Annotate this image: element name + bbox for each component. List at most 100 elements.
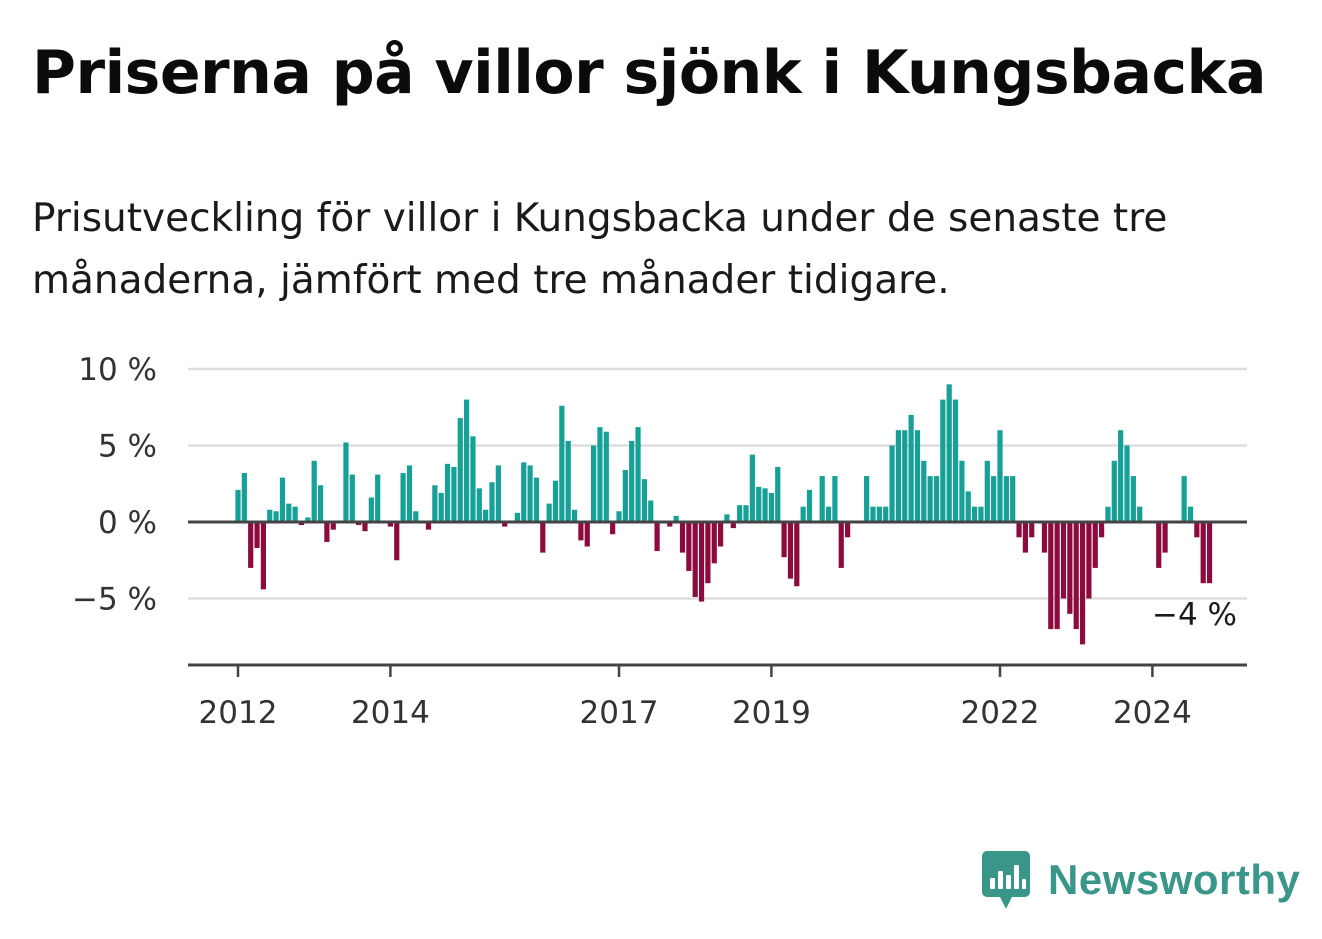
bar	[984, 460, 990, 522]
bar	[730, 522, 736, 529]
bar	[737, 505, 743, 522]
bar	[876, 506, 882, 522]
bar	[279, 477, 286, 522]
bar	[330, 522, 336, 530]
bar	[775, 466, 781, 522]
bar	[241, 473, 247, 522]
bar	[832, 476, 838, 522]
bar	[413, 511, 419, 522]
bar	[635, 427, 641, 522]
newsworthy-logo-icon	[982, 851, 1030, 909]
bar	[610, 522, 616, 535]
bar	[533, 477, 540, 522]
bar	[845, 522, 851, 538]
bar	[692, 522, 698, 597]
newsworthy-logo: Newsworthy	[982, 850, 1300, 910]
last-value-label: −4 %	[1152, 597, 1237, 633]
bar	[375, 474, 381, 522]
bar	[991, 476, 997, 522]
bar	[622, 469, 628, 522]
bar	[565, 440, 571, 522]
bar	[584, 522, 590, 547]
bar	[800, 506, 806, 522]
bar	[432, 485, 438, 522]
bar	[387, 522, 393, 527]
bar	[1010, 476, 1016, 522]
bar	[286, 503, 292, 522]
bar	[756, 486, 762, 522]
bar	[546, 503, 552, 522]
bar	[540, 522, 546, 553]
bar	[502, 522, 508, 527]
bar	[1156, 522, 1162, 568]
bar	[368, 497, 374, 522]
bar	[825, 506, 832, 522]
bar	[1111, 460, 1117, 522]
bar	[781, 522, 787, 558]
y-axis-labels: 10 % 5 % 0 % −5 %	[72, 352, 157, 618]
bar	[438, 492, 444, 522]
bar	[629, 440, 635, 522]
bar	[1124, 445, 1130, 522]
bar	[552, 480, 559, 522]
bar	[1022, 522, 1028, 553]
bar	[889, 445, 895, 522]
bar	[425, 522, 432, 530]
bar	[1029, 522, 1035, 538]
bar	[254, 522, 260, 549]
bar	[356, 522, 362, 526]
bar	[317, 485, 324, 522]
bar	[914, 430, 921, 522]
bar	[1200, 522, 1206, 584]
y-tick-label: 10 %	[78, 352, 157, 388]
bar	[362, 522, 368, 532]
bar	[940, 399, 946, 522]
bar	[794, 522, 800, 587]
bar	[686, 522, 692, 571]
bar	[718, 522, 724, 547]
bar	[883, 506, 889, 522]
bar	[1099, 522, 1105, 538]
bar	[464, 399, 470, 522]
bar	[933, 476, 940, 522]
bar	[749, 454, 755, 522]
bar	[667, 522, 673, 527]
bar	[470, 436, 476, 522]
bar	[1181, 476, 1187, 522]
bar	[495, 465, 501, 522]
x-tick-label: 2024	[1113, 695, 1192, 731]
bar	[705, 522, 711, 584]
bar	[267, 509, 273, 522]
bar	[965, 491, 971, 522]
bar	[1054, 522, 1060, 630]
chart-title: Priserna på villor sjönk i Kungsbacka	[32, 38, 1266, 108]
bar	[305, 517, 311, 522]
bar	[603, 431, 609, 522]
bar	[1137, 506, 1143, 522]
bar	[1079, 522, 1086, 645]
bar	[952, 399, 959, 522]
bar	[324, 522, 330, 542]
bar	[864, 476, 870, 522]
bar	[559, 405, 565, 522]
bar	[870, 506, 876, 522]
x-tick-label: 2014	[351, 695, 430, 731]
bar	[1041, 522, 1048, 553]
chart-subtitle: Prisutveckling för villor i Kungsbacka u…	[32, 196, 1168, 303]
bar	[972, 506, 978, 522]
bar	[457, 417, 463, 522]
bar	[921, 460, 927, 522]
bar	[698, 522, 705, 602]
bar	[400, 473, 406, 522]
bar	[711, 522, 717, 564]
bar	[597, 427, 603, 522]
bar	[292, 506, 298, 522]
bar	[476, 488, 482, 522]
bar	[1073, 522, 1079, 630]
bar	[483, 509, 489, 522]
bar	[743, 505, 749, 522]
bar	[1206, 522, 1213, 584]
bar	[724, 514, 730, 522]
bar	[1194, 522, 1200, 538]
bar	[273, 511, 279, 522]
